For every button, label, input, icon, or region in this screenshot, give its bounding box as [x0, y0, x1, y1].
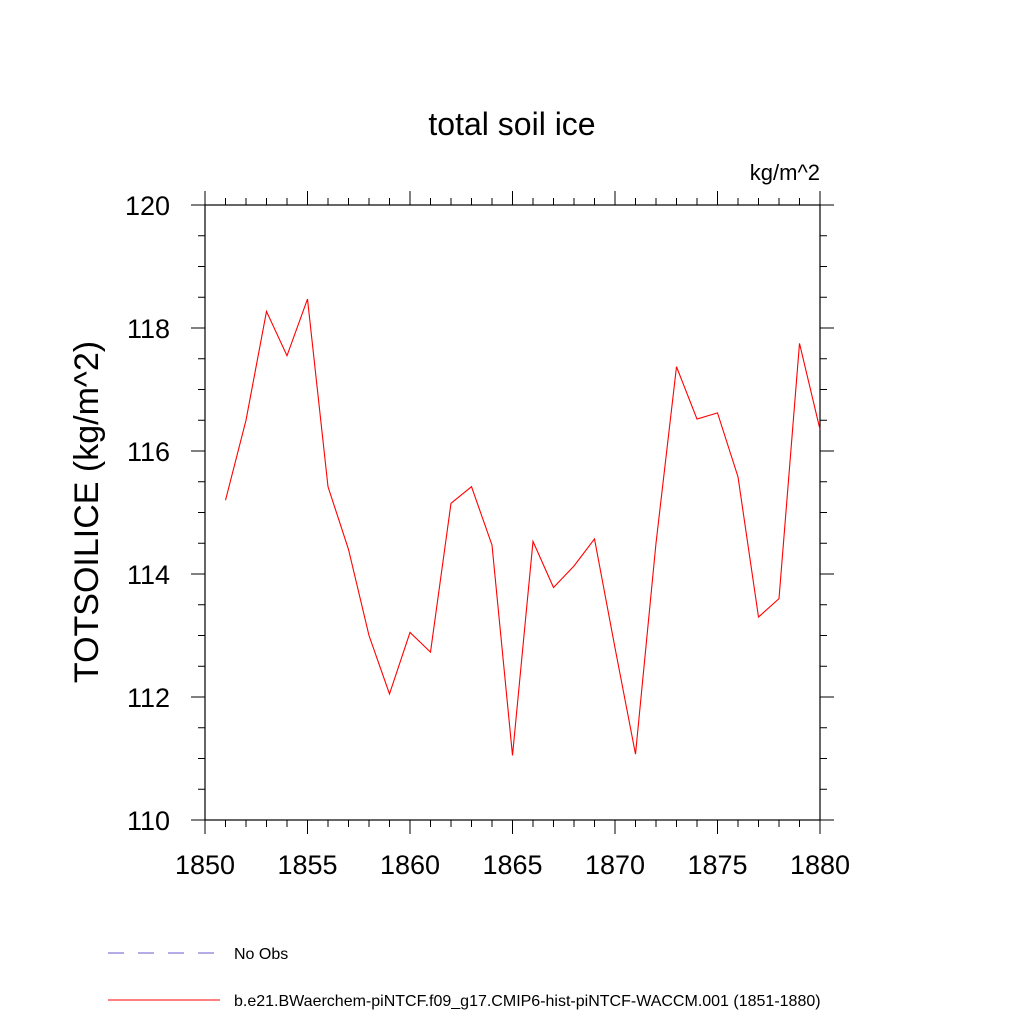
x-tick-label: 1865	[482, 850, 542, 880]
y-tick-label: 110	[127, 806, 170, 836]
axis-ticks	[191, 191, 834, 834]
x-tick-label: 1860	[380, 850, 440, 880]
x-tick-label: 1850	[175, 850, 235, 880]
units-label: kg/m^2	[750, 160, 820, 185]
legend: No Obs b.e21.BWaerchem-piNTCF.f09_g17.CMI…	[108, 946, 821, 1010]
legend-label: b.e21.BWaerchem-piNTCF.f09_g17.CMIP6-his…	[234, 993, 821, 1010]
y-tick-label: 112	[127, 683, 170, 713]
y-tick-label: 118	[127, 314, 170, 344]
x-tick-label: 1880	[790, 850, 850, 880]
chart-title: total soil ice	[428, 106, 595, 142]
plot-frame	[204, 204, 821, 821]
y-tick-label: 114	[127, 560, 170, 590]
x-tick-label: 1875	[687, 850, 747, 880]
legend-label: No Obs	[234, 946, 288, 963]
x-tick-label: 1855	[277, 850, 337, 880]
axis-tick-labels: 1850 1855 1860 1865 1870 1875 1880 110 112 114 116…	[125, 191, 850, 880]
series-group	[224, 298, 821, 756]
y-tick-label: 116	[127, 437, 170, 467]
x-tick-label: 1870	[585, 850, 645, 880]
y-axis-label: TOTSOILICE (kg/m^2)	[68, 341, 106, 683]
y-tick-label: 120	[125, 191, 170, 221]
series-line	[224, 298, 821, 756]
